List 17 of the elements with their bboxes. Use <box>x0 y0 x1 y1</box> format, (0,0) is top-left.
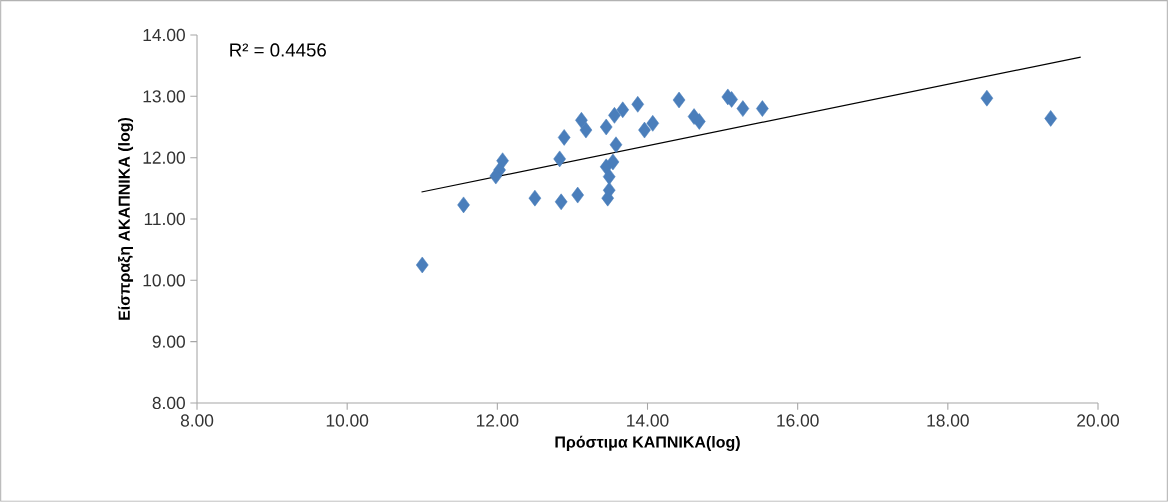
x-tick-label: 14.00 <box>627 414 669 427</box>
x-tick-label: 16.00 <box>777 414 819 427</box>
y-tick-label: 13.00 <box>143 90 185 103</box>
annotation: R² = 0.4456 <box>230 43 326 57</box>
x-tick-label: 12.00 <box>476 414 519 427</box>
y-tick-label: 11.00 <box>144 212 185 226</box>
y-tick-label: 14.00 <box>143 28 185 42</box>
x-tick-label: 10.00 <box>326 414 369 427</box>
x-tick-label: 18.00 <box>927 414 969 427</box>
y-tick-label: 9.00 <box>152 335 185 348</box>
y-tick-label: 12.00 <box>143 151 185 164</box>
y-tick-label: 8.00 <box>152 396 185 410</box>
y-axis-title: Είσπραξη ΑΚΑΠΝΙΚΑ (log) <box>117 117 134 320</box>
x-axis-title: Πρόστιμα ΚΑΠΝΙΚΑ(log) <box>555 435 740 451</box>
x-tick-label: 8.00 <box>180 414 214 427</box>
x-tick-label: 20.00 <box>1077 414 1120 427</box>
y-tick-label: 10.00 <box>143 274 185 287</box>
